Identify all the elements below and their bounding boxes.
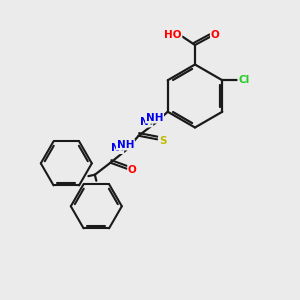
Text: HO: HO <box>164 30 182 40</box>
Text: H: H <box>116 143 124 153</box>
Text: O: O <box>211 30 220 40</box>
Text: NH: NH <box>117 140 134 150</box>
Text: Cl: Cl <box>238 75 250 85</box>
Text: N: N <box>111 143 119 153</box>
Text: NH: NH <box>146 113 163 123</box>
Text: H: H <box>145 117 153 127</box>
Text: O: O <box>128 165 137 175</box>
Text: N: N <box>140 117 148 127</box>
Text: S: S <box>159 136 166 146</box>
